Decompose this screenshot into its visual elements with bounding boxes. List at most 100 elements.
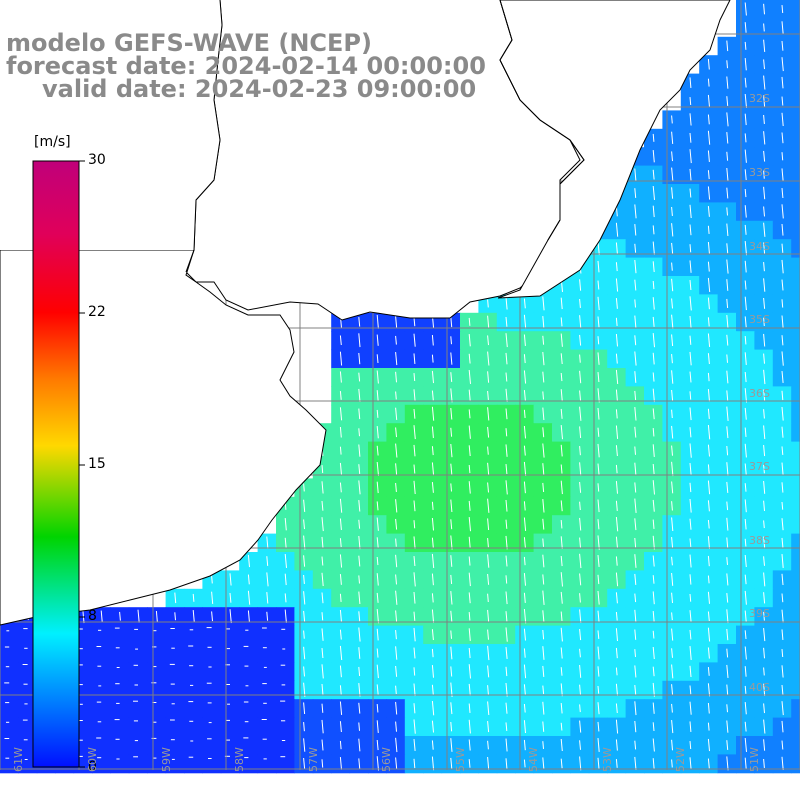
wind-arrow — [358, 627, 361, 642]
wind-cell — [791, 220, 800, 240]
lat-label: 40S — [749, 681, 770, 694]
wind-arrow — [376, 370, 379, 384]
wind-arrow — [339, 538, 342, 548]
wind-arrow — [284, 518, 287, 531]
wind-arrow — [652, 352, 655, 365]
wind-arrow — [634, 390, 637, 401]
wind-arrow — [395, 482, 397, 492]
wind-arrow — [542, 610, 545, 623]
wind-arrow — [376, 573, 379, 586]
wind-arrow — [487, 518, 490, 531]
wind-arrow — [505, 702, 508, 714]
wind-cell — [128, 717, 148, 737]
wind-arrow — [413, 425, 416, 440]
wind-arrow — [726, 151, 729, 161]
wind-arrow — [689, 188, 692, 198]
wind-arrow — [671, 314, 674, 329]
wind-arrow — [781, 76, 784, 89]
wind-arrow — [505, 519, 508, 529]
wind-arrow — [763, 520, 765, 529]
wind-cell — [276, 625, 295, 645]
wind-cell — [0, 736, 19, 755]
wind-cell — [791, 312, 800, 332]
wind-arrow — [542, 518, 545, 530]
wind-arrow — [487, 740, 489, 750]
wind-arrow — [376, 481, 379, 494]
wind-arrow — [468, 425, 471, 439]
wind-arrow — [652, 535, 655, 550]
wind-arrow — [395, 590, 398, 605]
wind-arrow — [652, 630, 655, 639]
wind-arrow — [726, 406, 729, 421]
wind-cell — [147, 736, 167, 755]
wind-cell — [220, 662, 240, 682]
wind-arrow — [634, 315, 637, 329]
wind-arrow — [468, 500, 471, 511]
wind-arrow — [707, 114, 710, 125]
wind-arrow — [634, 685, 637, 695]
wind-arrow — [450, 372, 453, 382]
wind-arrow — [597, 443, 600, 458]
wind-arrow — [358, 666, 361, 677]
wind-arrow — [652, 297, 655, 310]
wind-arrow — [505, 722, 508, 731]
wind-cell — [92, 680, 111, 700]
wind-arrow — [358, 647, 361, 659]
wind-cell — [257, 717, 277, 737]
wind-cell — [257, 736, 277, 755]
wind-arrow — [247, 554, 250, 568]
wind-arrow — [744, 280, 747, 290]
wind-arrow — [763, 317, 765, 327]
wind-arrow — [615, 703, 618, 714]
wind-arrow — [781, 96, 784, 106]
wind-arrow — [634, 299, 636, 308]
wind-arrow — [505, 444, 508, 457]
wind-arrow — [542, 482, 545, 493]
wind-arrow — [468, 719, 471, 734]
wind-cell — [257, 644, 277, 663]
wind-arrow — [671, 537, 674, 549]
wind-arrow — [358, 535, 361, 550]
wind-arrow — [707, 424, 711, 440]
wind-arrow — [579, 553, 582, 569]
wind-arrow — [597, 646, 600, 660]
wind-arrow — [597, 280, 600, 290]
wind-arrow — [597, 260, 600, 273]
wind-arrow — [560, 555, 563, 567]
wind-arrow — [615, 481, 618, 494]
wind-arrow — [744, 702, 747, 715]
wind-arrow — [523, 501, 526, 511]
wind-arrow — [560, 683, 563, 697]
wind-arrow — [744, 757, 747, 770]
wind-arrow — [763, 425, 766, 440]
wind-arrow — [634, 629, 637, 640]
wind-arrow — [358, 683, 361, 697]
wind-arrow — [395, 443, 398, 458]
wind-arrow — [395, 757, 398, 770]
wind-arrow — [542, 590, 545, 605]
wind-cell — [791, 699, 800, 719]
wind-cell — [791, 552, 800, 571]
wind-arrow — [229, 592, 232, 603]
wind-arrow — [321, 481, 324, 494]
lon-label: 52W — [674, 747, 687, 772]
wind-arrow — [523, 409, 526, 418]
wind-arrow — [376, 409, 379, 418]
wind-arrow — [634, 243, 637, 253]
wind-arrow — [597, 407, 600, 420]
wind-arrow — [634, 573, 637, 585]
wind-cell — [276, 736, 295, 755]
wind-arrow — [615, 298, 618, 309]
wind-arrow — [450, 591, 453, 605]
wind-arrow — [579, 354, 581, 363]
wind-cell — [791, 423, 800, 443]
wind-arrow — [634, 609, 637, 623]
wind-arrow — [652, 316, 655, 327]
wind-arrow — [671, 612, 673, 621]
wind-arrow — [671, 684, 674, 696]
wind-arrow — [560, 627, 563, 642]
wind-cell — [165, 699, 185, 719]
wind-arrow — [523, 628, 526, 641]
wind-arrow — [431, 593, 434, 603]
wind-cell — [791, 128, 800, 148]
